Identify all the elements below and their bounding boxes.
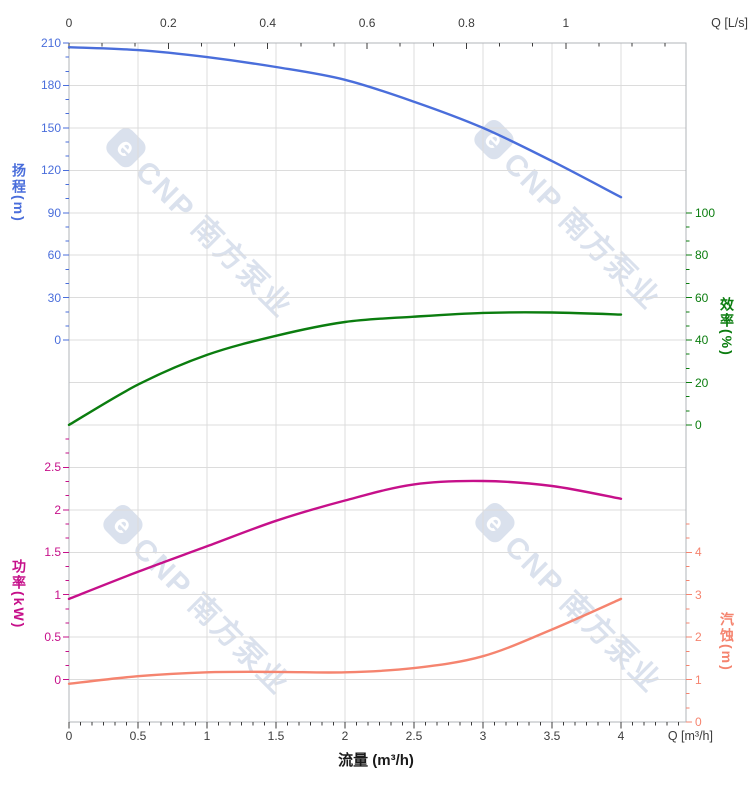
efficiency-curve: [67, 311, 623, 427]
curves: [67, 46, 623, 685]
power-curve: [67, 479, 623, 601]
gridlines: [69, 43, 686, 722]
axis-ticks: [63, 42, 692, 729]
npsh-curve: [67, 597, 623, 685]
head-curve: [67, 46, 623, 199]
